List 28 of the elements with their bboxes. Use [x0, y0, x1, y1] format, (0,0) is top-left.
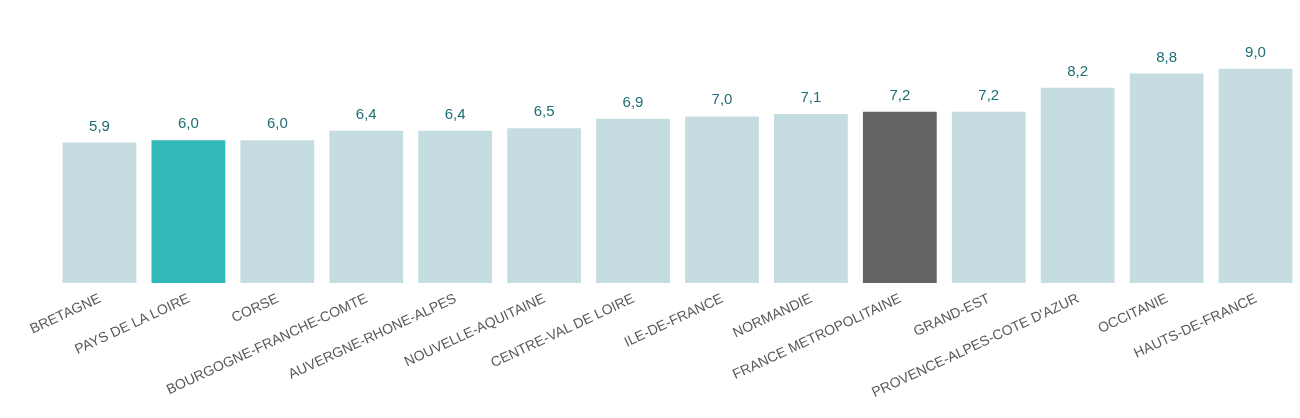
bar	[1040, 87, 1115, 283]
bar	[596, 118, 670, 283]
data-label: 7,0	[711, 90, 733, 108]
bar	[1218, 68, 1293, 283]
bar	[507, 128, 582, 283]
data-label: 6,0	[266, 114, 288, 132]
data-label: 6,9	[622, 92, 644, 110]
bar	[329, 130, 404, 283]
data-label: 8,8	[1156, 47, 1178, 65]
bar	[151, 140, 226, 283]
bar	[418, 130, 493, 283]
data-label: 6,0	[177, 114, 199, 132]
bar	[240, 140, 315, 283]
data-label: 9,0	[1245, 42, 1266, 60]
bar	[773, 114, 848, 283]
bar	[1129, 73, 1204, 283]
data-label: 7,1	[800, 88, 822, 106]
data-label: 6,5	[533, 102, 555, 120]
data-label: 8,2	[1067, 61, 1089, 79]
data-label: 5,9	[89, 116, 110, 134]
data-label: 6,4	[355, 104, 377, 122]
bar	[951, 111, 1026, 283]
data-label: 7,2	[889, 85, 911, 103]
data-label: 7,2	[978, 85, 1000, 103]
bar	[62, 142, 137, 283]
bar	[862, 111, 937, 283]
data-label: 6,4	[444, 104, 466, 122]
bar	[685, 116, 759, 283]
